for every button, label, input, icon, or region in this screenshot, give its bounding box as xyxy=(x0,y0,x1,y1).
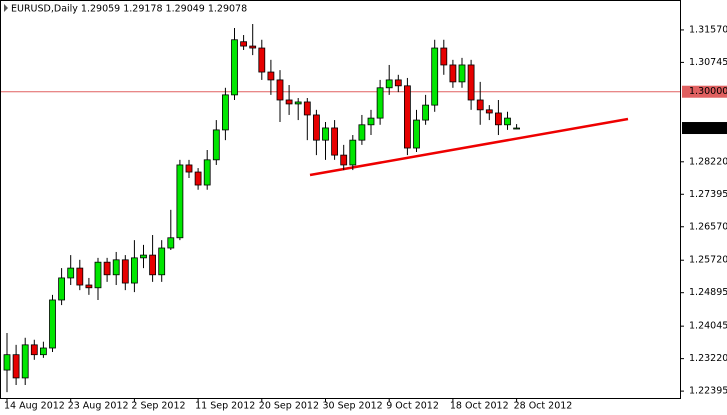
x-tick-label: 28 Oct 2012 xyxy=(514,401,573,412)
y-tick-label: 1.27395 xyxy=(689,189,727,200)
candle-body xyxy=(194,171,202,186)
candle-body xyxy=(467,64,475,101)
y-tick-label: 1.23220 xyxy=(689,353,727,364)
candle-body xyxy=(185,164,193,173)
symbol-icon xyxy=(4,4,8,12)
candle-body xyxy=(485,109,493,114)
price-marker-label: 1.29078 xyxy=(689,123,727,134)
candle-body xyxy=(112,259,120,276)
candle-body xyxy=(3,354,11,371)
candle-body xyxy=(340,154,348,166)
chart-title: EURUSD,Daily 1.29059 1.29178 1.29049 1.2… xyxy=(11,4,247,15)
y-tick-label: 1.25720 xyxy=(689,255,727,266)
candle-body xyxy=(385,79,393,89)
level-label: 1.30000 xyxy=(689,86,727,97)
candle-body xyxy=(440,47,448,66)
marks xyxy=(1,24,680,393)
level-label-box xyxy=(682,85,727,98)
candle-body xyxy=(403,85,411,149)
x-tick-label: 14 Aug 2012 xyxy=(4,401,65,412)
candle-body xyxy=(285,99,293,105)
candle-body xyxy=(331,127,339,156)
y-tick-label: 1.28220 xyxy=(689,156,727,167)
candle-body xyxy=(103,261,111,276)
candle-body xyxy=(367,117,375,126)
candle-body xyxy=(221,94,229,131)
candle-body xyxy=(176,164,184,239)
plot-frame xyxy=(0,0,681,399)
candle-body xyxy=(513,127,520,130)
y-tick-label: 1.26570 xyxy=(689,221,727,232)
x-tick-label: 23 Aug 2012 xyxy=(68,401,129,412)
candle-body xyxy=(322,127,329,141)
candle-body xyxy=(449,64,457,83)
candle-body xyxy=(203,159,211,186)
y-tick-label: 1.31570 xyxy=(689,24,727,35)
x-tick-label: 20 Sep 2012 xyxy=(259,401,319,412)
candle-body xyxy=(21,344,29,379)
candle-body xyxy=(67,267,75,279)
candle-body xyxy=(431,47,439,106)
candle-body xyxy=(504,117,511,126)
candle-body xyxy=(376,87,384,119)
x-tick-label: 30 Sep 2012 xyxy=(323,401,383,412)
candle-body xyxy=(85,284,93,289)
candle-body xyxy=(303,101,311,116)
candle-body xyxy=(267,71,275,81)
candle-body xyxy=(30,344,38,356)
candle-body xyxy=(167,237,175,249)
y-tick-label: 1.30745 xyxy=(689,57,727,68)
candle-body xyxy=(276,79,284,101)
candle-body xyxy=(140,254,147,259)
candle-body xyxy=(394,79,402,87)
candle-body xyxy=(130,257,138,284)
candle-body xyxy=(158,247,166,276)
candle-body xyxy=(231,39,238,96)
x-tick-label: 11 Sep 2012 xyxy=(195,401,255,412)
candle-body xyxy=(458,64,466,83)
price-marker-box xyxy=(682,122,727,135)
candle-body xyxy=(212,129,220,161)
candle-body xyxy=(76,267,84,286)
candle-body xyxy=(294,101,302,105)
y-tick-label: 1.24895 xyxy=(689,287,727,298)
candle-body xyxy=(121,259,129,284)
candle-body xyxy=(40,347,47,356)
x-tick-label: 18 Oct 2012 xyxy=(450,401,509,412)
candle-body xyxy=(240,41,248,47)
candle-body xyxy=(149,254,157,276)
candle-body xyxy=(312,114,320,141)
trendline xyxy=(309,117,629,177)
candle-body xyxy=(94,261,102,289)
candle-body xyxy=(358,124,366,141)
candle-body xyxy=(422,104,430,121)
candle-body xyxy=(349,139,357,166)
candle-body xyxy=(249,45,257,49)
candle-body xyxy=(258,47,266,73)
y-tick-label: 1.24045 xyxy=(689,321,727,332)
candle-body xyxy=(49,299,56,349)
candle-body xyxy=(476,99,484,111)
candle-body xyxy=(12,354,20,379)
y-tick-label: 1.22395 xyxy=(689,386,727,397)
candle-body xyxy=(413,119,420,149)
x-tick-label: 9 Oct 2012 xyxy=(386,401,439,412)
candle-body xyxy=(494,112,502,126)
x-tick-label: 2 Sep 2012 xyxy=(131,401,185,412)
candle-body xyxy=(58,277,65,301)
